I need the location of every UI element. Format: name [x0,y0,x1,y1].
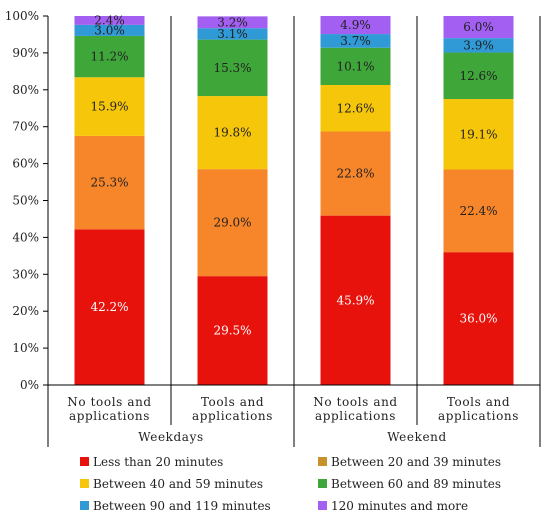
legend-swatch [318,501,327,510]
x-tick-label: Tools and [447,395,510,409]
legend-label: Between 40 and 59 minutes [93,477,263,491]
y-tick-label: 0% [20,378,39,392]
data-label: 42.2% [90,300,128,314]
y-tick-label: 100% [5,9,39,23]
bar-segment [74,24,145,36]
legend-label: Less than 20 minutes [93,455,223,469]
data-label: 19.1% [459,127,497,141]
bars [74,16,514,385]
data-label: 45.9% [336,293,374,307]
data-label: 12.6% [459,69,497,83]
data-label: 6.0% [463,20,494,34]
bar-segment [443,99,514,170]
x-tick-label: No tools and [313,395,397,409]
data-label: 22.4% [459,204,497,218]
group-label: Weekend [387,430,447,444]
x-tick-label: applications [438,409,519,423]
group-label: Weekdays [138,430,203,444]
data-label: 11.2% [90,50,128,64]
bar-segment [197,169,268,277]
bar-segment [197,39,268,97]
legend-swatch [80,457,89,466]
bar-segment [74,229,145,385]
data-label: 3.1% [217,27,248,41]
x-tick-label: Tools and [201,395,264,409]
bar-segment [197,276,268,385]
bar-segment [197,28,268,40]
bar-segment [74,35,145,78]
y-tick-label: 10% [12,341,39,355]
bar-segment [443,16,514,39]
x-tick-label: No tools and [67,395,151,409]
bar-segment [74,16,145,25]
legend-label: 120 minutes and more [331,499,468,513]
y-tick-label: 20% [12,304,39,318]
y-tick-label: 50% [12,194,39,208]
bar-segment [443,38,514,53]
legend-label: Between 20 and 39 minutes [331,455,501,469]
bar-segment [443,52,514,100]
data-label: 3.2% [217,15,248,29]
data-labels: 42.2% 25.3% 15.9% 11.2% 3.0%2.4% 29.5% 29.0% 19… [90,13,497,337]
bar-segment [320,215,391,385]
data-label: 36.0% [459,312,497,326]
y-tick-label: 60% [12,157,39,171]
data-label: 3.9% [463,38,494,52]
data-label: 29.0% [213,216,251,230]
data-label: 3.7% [340,34,371,48]
legend-label: Between 60 and 89 minutes [331,477,501,491]
legend-swatch [80,479,89,488]
bar-segment [443,169,514,253]
bar-segment [320,131,391,216]
data-label: 2.4% [94,13,125,27]
y-axis-grid: 0% 10% 20% 30% 40% 50% 60% 70% 80% 90% 100% [5,9,48,392]
legend-swatch [80,501,89,510]
bar-segment [320,16,391,35]
data-label: 10.1% [336,59,374,73]
data-label: 3.0% [94,23,125,37]
y-tick-label: 90% [12,46,39,60]
bar-segment [443,252,514,385]
legend-swatch [318,457,327,466]
bar-segment [320,85,391,132]
y-tick-label: 80% [12,83,39,97]
data-label: 22.8% [336,167,374,181]
y-tick-label: 30% [12,267,39,281]
bar-segment [197,96,268,170]
data-label: 29.5% [213,324,251,338]
x-tick-label: applications [315,409,396,423]
data-label: 12.6% [336,101,374,115]
data-label: 15.3% [213,61,251,75]
legend-swatch [318,479,327,488]
bar-segment [320,34,391,48]
x-tick-label: applications [192,409,273,423]
data-label: 15.9% [90,100,128,114]
y-tick-label: 40% [12,230,39,244]
bar-segment [74,77,145,136]
bar-segment [197,16,268,29]
data-label: 25.3% [90,176,128,190]
y-tick-label: 70% [12,120,39,134]
bar-segment [320,47,391,86]
legend-label: Between 90 and 119 minutes [93,499,271,513]
legend: Less than 20 minutes Between 20 and 39 mi… [80,455,501,513]
bar-segment [74,135,145,230]
data-label: 19.8% [213,126,251,140]
x-tick-label: applications [69,409,150,423]
data-label: 4.9% [340,18,371,32]
